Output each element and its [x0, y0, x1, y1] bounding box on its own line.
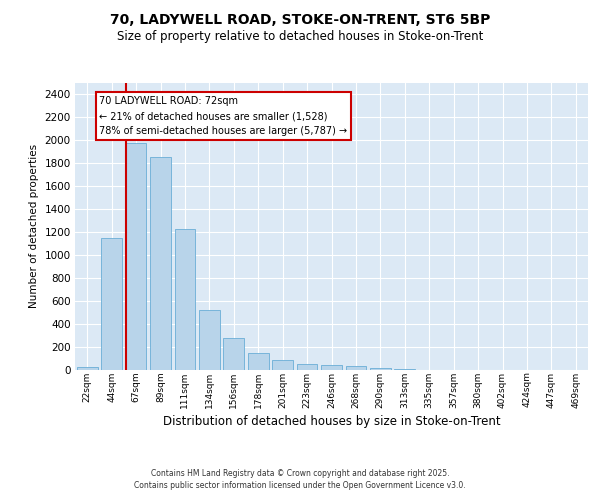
X-axis label: Distribution of detached houses by size in Stoke-on-Trent: Distribution of detached houses by size … [163, 414, 500, 428]
Bar [77, 367, 98, 370]
Bar [101, 238, 122, 370]
Text: 70, LADYWELL ROAD, STOKE-ON-TRENT, ST6 5BP: 70, LADYWELL ROAD, STOKE-ON-TRENT, ST6 5… [110, 12, 490, 26]
Bar [272, 360, 293, 370]
Bar [321, 366, 342, 370]
Bar [175, 228, 196, 370]
Bar [150, 157, 171, 370]
Bar [296, 364, 317, 370]
Text: 70 LADYWELL ROAD: 72sqm
← 21% of detached houses are smaller (1,528)
78% of semi: 70 LADYWELL ROAD: 72sqm ← 21% of detache… [100, 96, 347, 136]
Bar [346, 366, 367, 370]
Bar [248, 353, 269, 370]
Bar [223, 338, 244, 370]
Bar [125, 144, 146, 370]
Bar [370, 368, 391, 370]
Y-axis label: Number of detached properties: Number of detached properties [29, 144, 39, 308]
Bar [199, 310, 220, 370]
Text: Size of property relative to detached houses in Stoke-on-Trent: Size of property relative to detached ho… [117, 30, 483, 43]
Text: Contains HM Land Registry data © Crown copyright and database right 2025.
Contai: Contains HM Land Registry data © Crown c… [134, 468, 466, 490]
